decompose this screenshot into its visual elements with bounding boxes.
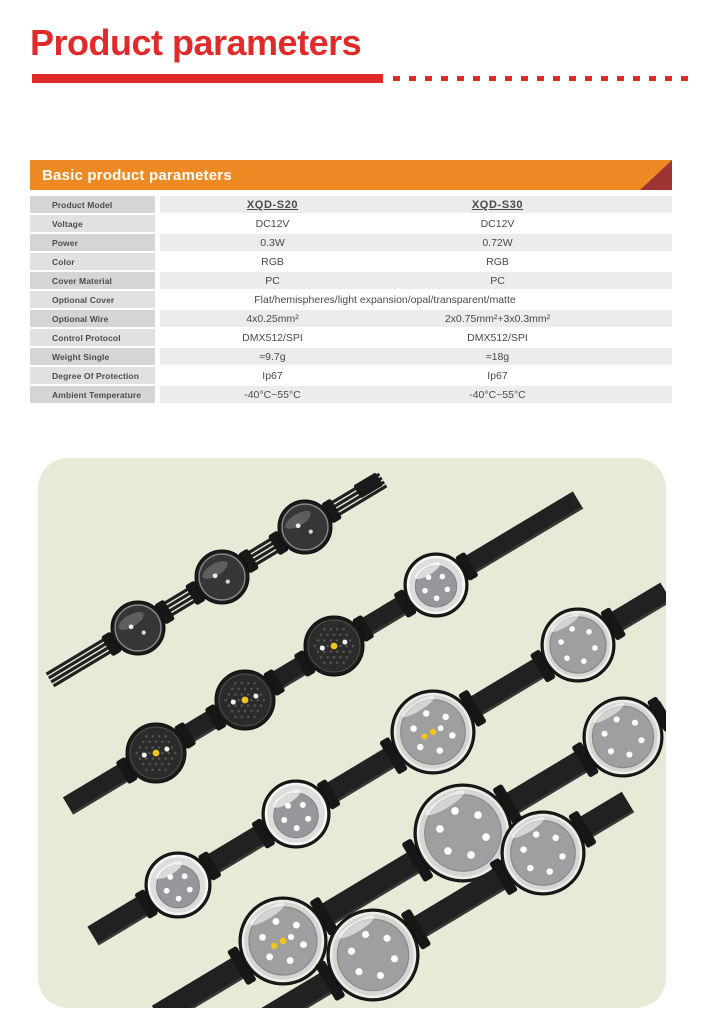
cell-value: PC [265, 274, 280, 287]
led-strips-render [45, 472, 666, 1008]
table-row: Voltage DC12V DC12V [30, 215, 672, 232]
cell-value: RGB [486, 255, 509, 268]
row-label: Optional Wire [30, 310, 155, 327]
cell-value: ≈9.7g [259, 350, 286, 363]
table-row: Ambient Temperature -40°C~55°C -40°C~55°C [30, 386, 672, 403]
cell-value: DMX512/SPI [467, 331, 528, 344]
led-strip [62, 491, 584, 815]
row-label: Weight Single [30, 348, 155, 365]
row-label: Power [30, 234, 155, 251]
title-rule [32, 74, 692, 83]
row-values: 0.3W 0.72W [160, 234, 672, 251]
model-name: XQD-S30 [471, 198, 524, 211]
row-values: -40°C~55°C -40°C~55°C [160, 386, 672, 403]
cell-value: ≈18g [485, 350, 510, 363]
cell-value: 2x0.75mm²+3x0.3mm² [444, 312, 551, 325]
cell-value: Ip67 [487, 369, 508, 382]
led-strip [261, 791, 635, 1008]
table-row: Color RGB RGB [30, 253, 672, 270]
table-row: Optional Cover Flat/hemispheres/light exp… [30, 291, 672, 308]
row-label: Voltage [30, 215, 155, 232]
section-banner-label: Basic product parameters [42, 166, 232, 184]
row-values: Flat/hemispheres/light expansion/opal/tr… [160, 291, 672, 308]
row-values: PC PC [160, 272, 672, 289]
banner-corner-accent [640, 160, 672, 190]
row-values: DMX512/SPI DMX512/SPI [160, 329, 672, 346]
cell-value: DC12V [255, 217, 290, 230]
table-row: Control Protocol DMX512/SPI DMX512/SPI [30, 329, 672, 346]
row-label: Cover Material [30, 272, 155, 289]
row-label: Product Model [30, 196, 155, 213]
cell-value: Ip67 [262, 369, 283, 382]
page-title: Product parameters [30, 22, 362, 63]
table-row: Weight Single ≈9.7g ≈18g [30, 348, 672, 365]
cell-value: 4x0.25mm² [246, 312, 299, 325]
table-row: Product Model XQD-S20 XQD-S30 [30, 196, 672, 213]
led-strip [45, 472, 388, 688]
row-values: RGB RGB [160, 253, 672, 270]
row-label: Degree Of Protection [30, 367, 155, 384]
table-row: Optional Wire 4x0.25mm² 2x0.75mm²+3x0.3mm² [30, 310, 672, 327]
cell-value: 0.72W [482, 236, 513, 249]
row-label: Ambient Temperature [30, 386, 155, 403]
row-label: Color [30, 253, 155, 270]
table-row: Power 0.3W 0.72W [30, 234, 672, 251]
row-label: Control Protocol [30, 329, 155, 346]
spec-table: Product Model XQD-S20 XQD-S30 Voltage DC12V D… [30, 196, 672, 405]
section-banner: Basic product parameters [30, 160, 672, 190]
row-values: 4x0.25mm² 2x0.75mm²+3x0.3mm² [160, 310, 672, 327]
row-values: DC12V DC12V [160, 215, 672, 232]
led-strip [87, 582, 666, 946]
product-photo [38, 458, 666, 1008]
model-name: XQD-S20 [246, 198, 299, 211]
cell-value: DMX512/SPI [242, 331, 303, 344]
table-row: Cover Material PC PC [30, 272, 672, 289]
cell-value-span: Flat/hemispheres/light expansion/opal/tr… [254, 293, 516, 306]
cell-value: PC [490, 274, 505, 287]
cell-value: -40°C~55°C [469, 388, 526, 401]
title-dashes [393, 76, 689, 81]
row-values: XQD-S20 XQD-S30 [160, 196, 672, 213]
cell-value: -40°C~55°C [244, 388, 301, 401]
title-underline [32, 74, 383, 83]
table-row: Degree Of Protection Ip67 Ip67 [30, 367, 672, 384]
row-label: Optional Cover [30, 291, 155, 308]
row-values: Ip67 Ip67 [160, 367, 672, 384]
cell-value: 0.3W [260, 236, 285, 249]
row-values: ≈9.7g ≈18g [160, 348, 672, 365]
cell-value: RGB [261, 255, 284, 268]
cell-value: DC12V [480, 217, 515, 230]
